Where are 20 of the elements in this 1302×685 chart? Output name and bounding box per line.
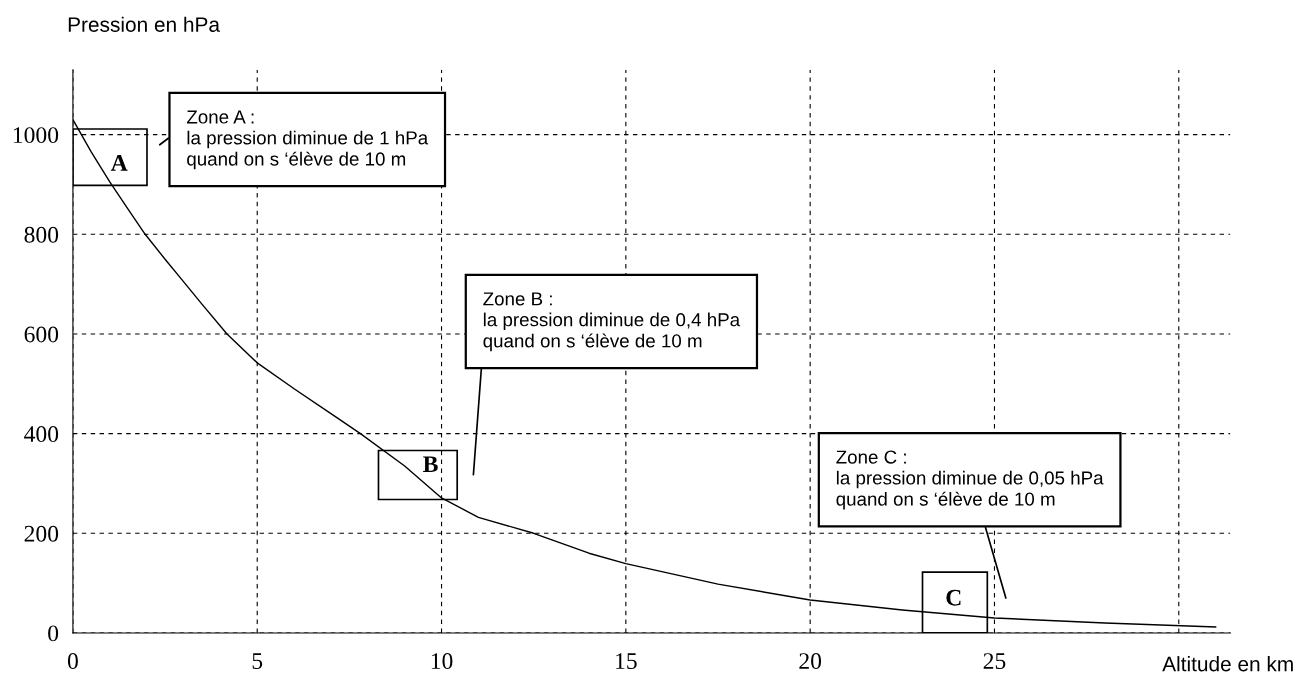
y-tick-label: 400 <box>24 426 59 443</box>
annotation: Zone C : la pression diminue de 0,05 hPa quand on s ‘élève de 10 m <box>836 450 1104 510</box>
y-axis-title: Pression en hPa <box>68 16 220 32</box>
annotation: B <box>423 456 438 473</box>
annotation: Zone A : la pression diminue de 1 hPa quand on s ‘élève de 10 m <box>186 110 429 170</box>
x-tick-label: 0 <box>67 653 78 669</box>
x-tick-label: 25 <box>983 653 1006 669</box>
annotation: Zone B : la pression diminue de 0,4 hPa quand on s ‘élève de 10 m <box>483 292 741 352</box>
x-tick-label: 5 <box>252 653 263 669</box>
y-tick-label: 1000 <box>13 127 59 144</box>
y-tick-label: 600 <box>24 326 59 343</box>
y-tick-label: 200 <box>24 525 59 542</box>
x-tick-label: 10 <box>431 653 453 669</box>
annotation: C <box>946 589 961 606</box>
x-axis-title: Altitude en km <box>1162 656 1293 672</box>
x-tick-label: 20 <box>799 653 822 669</box>
x-tick-label: 15 <box>616 653 637 669</box>
y-tick-label: 800 <box>24 226 59 243</box>
y-tick-label: 0 <box>48 625 59 642</box>
annotation: A <box>110 155 128 171</box>
